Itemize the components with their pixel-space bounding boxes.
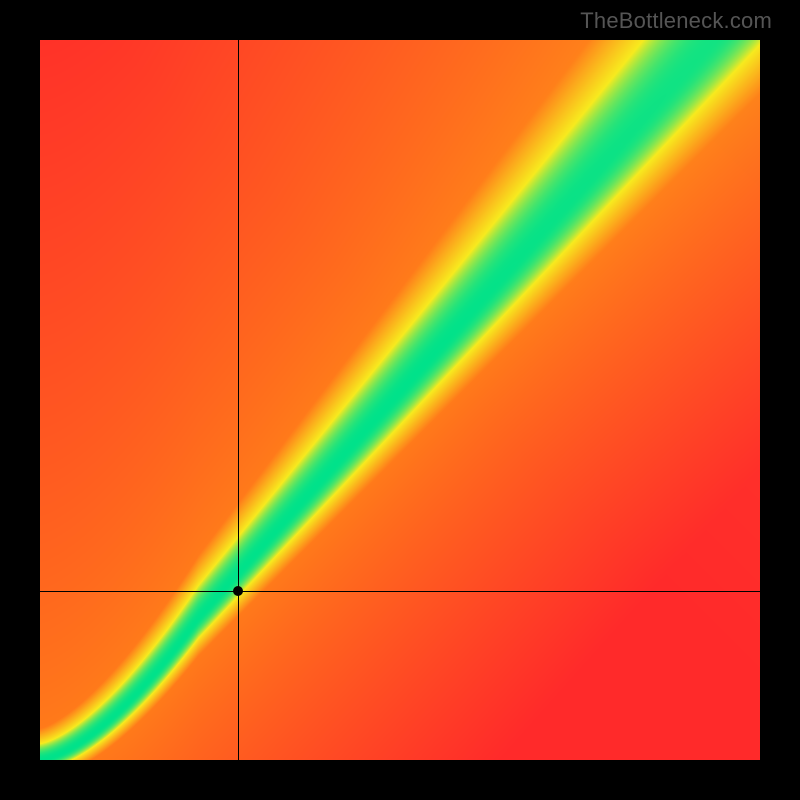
crosshair-horizontal-line (40, 591, 760, 592)
watermark-text: TheBottleneck.com (580, 8, 772, 34)
selection-marker-dot (233, 586, 243, 596)
heatmap-plot (40, 40, 760, 760)
heatmap-canvas (40, 40, 760, 760)
crosshair-vertical-line (238, 40, 239, 760)
